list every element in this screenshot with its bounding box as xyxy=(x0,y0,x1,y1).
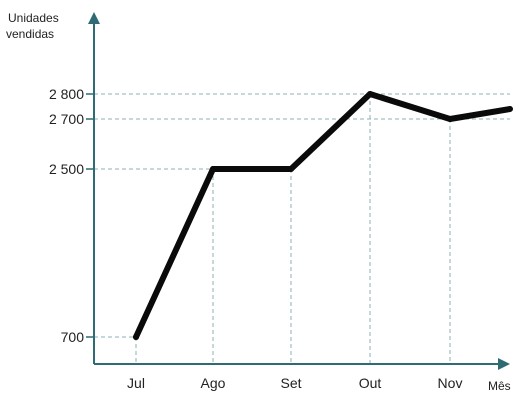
data-point xyxy=(288,166,294,172)
x-tick-label: Set xyxy=(280,375,301,391)
x-tick-label: Jul xyxy=(127,375,145,391)
y-axis-title-line-1: Unidades xyxy=(8,11,59,25)
x-tick-label: Out xyxy=(359,375,382,391)
x-tick-label: Nov xyxy=(438,375,463,391)
axes xyxy=(88,12,510,370)
y-tick-labels: 700 2 500 2 700 2 800 xyxy=(49,86,94,345)
x-tick-labels: Jul Ago Set Out Nov xyxy=(127,375,462,391)
y-axis-title-line-2: vendidas xyxy=(6,27,54,41)
y-axis-arrow xyxy=(88,12,100,24)
data-point xyxy=(447,116,453,122)
y-tick-label: 2 800 xyxy=(49,86,84,102)
x-axis-arrow xyxy=(498,358,510,370)
data-point xyxy=(367,91,373,97)
y-tick-label: 700 xyxy=(61,329,85,345)
data-point xyxy=(133,334,139,340)
series-line xyxy=(133,91,513,340)
x-tick-label: Ago xyxy=(201,375,226,391)
guide-lines xyxy=(94,93,510,364)
series-layer xyxy=(133,91,513,340)
y-tick-label: 2 500 xyxy=(49,161,84,177)
data-point xyxy=(210,166,216,172)
x-axis-title: Mês xyxy=(488,379,511,393)
y-tick-label: 2 700 xyxy=(49,111,84,127)
